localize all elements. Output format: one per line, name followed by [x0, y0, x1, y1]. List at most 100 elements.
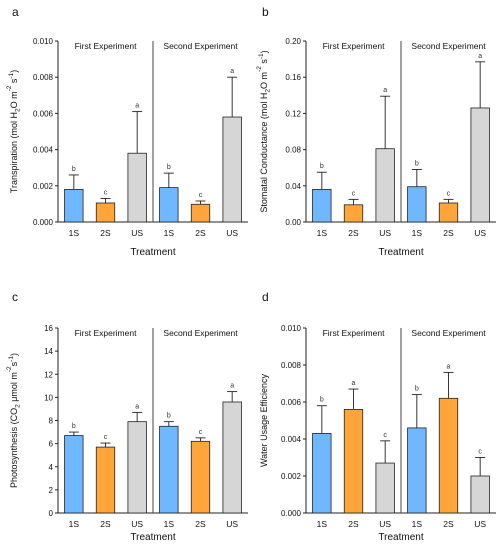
- bar-1s: [159, 425, 179, 514]
- y-axis-label-part: -1: [8, 72, 15, 78]
- y-tick-label: 0.16: [285, 73, 301, 82]
- category-label: 2S: [195, 519, 206, 529]
- bar-2s: [438, 397, 459, 514]
- bar-us: [222, 401, 242, 514]
- significance-letter: a: [230, 383, 234, 390]
- significance-letter: a: [135, 103, 139, 110]
- category-label: US: [474, 519, 486, 529]
- y-tick-label: 0.006: [281, 398, 302, 407]
- significance-letter: c: [199, 192, 203, 199]
- category-label: US: [474, 228, 486, 238]
- significance-letter: b: [415, 386, 419, 393]
- y-axis-label-part: s: [259, 59, 269, 67]
- significance-letter: b: [320, 163, 324, 170]
- category-label: 1S: [317, 228, 328, 238]
- bar-us: [375, 148, 395, 223]
- significance-letter: c: [104, 189, 108, 196]
- y-tick-label: 0.04: [285, 182, 301, 191]
- category-label: 1S: [164, 519, 175, 529]
- significance-letter: b: [167, 413, 171, 420]
- chart-panel-a: a 0.000 0.002 0.004 0.006 0.008 0.010 First Exp…: [6, 5, 248, 258]
- significance-letter: a: [447, 363, 451, 370]
- significance-letter: a: [478, 53, 482, 60]
- y-axis-label-part: -2: [6, 85, 13, 91]
- bar-us: [470, 475, 490, 514]
- bar-us: [470, 107, 490, 223]
- category-label: US: [379, 228, 391, 238]
- category-label: US: [226, 519, 238, 529]
- bar-2s: [190, 203, 211, 223]
- y-axis-label: Water Usage Efficiency: [259, 373, 269, 467]
- y-axis-label-part: 2: [15, 404, 22, 408]
- bar-1s: [312, 433, 332, 514]
- bar-us: [375, 462, 395, 514]
- y-tick-label: 10: [44, 393, 53, 402]
- y-axis-label: Stomatal Conductance (mol H2O m-2 s-1): [256, 50, 272, 212]
- bar-2s: [343, 408, 364, 514]
- experiment-label: First Experiment: [323, 328, 386, 338]
- bar-1s: [407, 427, 427, 514]
- experiment-label: First Experiment: [75, 328, 138, 338]
- bar-us: [222, 116, 242, 223]
- category-label: 1S: [412, 519, 423, 529]
- category-label: 2S: [100, 519, 111, 529]
- y-axis-label-part: Photosynthesis (CO: [9, 408, 19, 488]
- experiment-label: Second Experiment: [163, 328, 238, 338]
- significance-letter: b: [167, 164, 171, 171]
- bar-1s: [407, 186, 427, 223]
- y-tick-label: 0.20: [285, 37, 301, 46]
- significance-letter: a: [135, 403, 139, 410]
- y-tick-label: 0.008: [281, 361, 302, 370]
- category-label: 1S: [317, 519, 328, 529]
- y-axis-label: Transpiration (mol H2O m-2 s-1): [6, 70, 22, 193]
- category-label: 1S: [69, 519, 80, 529]
- significance-letter: c: [199, 429, 203, 436]
- significance-letter: a: [383, 87, 387, 94]
- significance-letter: a: [230, 68, 234, 75]
- panel-letter: c: [12, 290, 18, 304]
- y-axis-label-part: Water Usage Efficiency: [259, 373, 269, 467]
- panel-letter: a: [12, 5, 19, 19]
- bar-1s: [64, 189, 84, 223]
- x-axis-label: Treatment: [378, 532, 423, 543]
- y-axis-label-part: s: [9, 361, 19, 366]
- y-axis-label-part: O m: [259, 72, 269, 89]
- category-label: 2S: [443, 519, 454, 529]
- y-axis-label-part: s: [9, 78, 19, 86]
- y-tick-label: 14: [44, 347, 53, 356]
- x-axis-label: Treatment: [130, 247, 175, 258]
- bar-2s: [343, 204, 364, 223]
- y-tick-label: 0.010: [33, 37, 54, 46]
- significance-letter: b: [320, 397, 324, 404]
- bar-2s: [95, 202, 116, 223]
- significance-letter: c: [383, 432, 387, 439]
- y-tick-label: 0.004: [33, 146, 54, 155]
- category-label: 2S: [348, 519, 359, 529]
- y-axis-label-part: -1: [258, 53, 265, 59]
- category-label: 2S: [100, 228, 111, 238]
- y-tick-label: 0.010: [281, 324, 302, 333]
- y-axis-label-part: ): [259, 50, 269, 53]
- y-tick-label: 6: [49, 440, 54, 449]
- y-axis-label-part: ): [9, 353, 19, 356]
- y-axis-label-part: Transpiration (mol H: [9, 112, 19, 193]
- y-tick-label: 0: [49, 509, 54, 518]
- y-axis-label: Photosynthesis (CO2 μmol m-2s-1): [6, 353, 22, 488]
- chart-panel-b: b 0.00 0.04 0.08 0.12 0.16 0.20 First Experimen…: [256, 5, 496, 258]
- experiment-label: First Experiment: [323, 41, 386, 51]
- y-tick-label: 0.006: [33, 109, 54, 118]
- y-axis-label-part: -2: [256, 66, 263, 72]
- category-label: US: [131, 228, 143, 238]
- y-axis-label-part: 2: [265, 89, 272, 93]
- significance-letter: c: [104, 434, 108, 441]
- chart-panel-c: c 0 2 4 6 8 10 12 14 16 First Experiment b 1S c 2S a US S…: [6, 290, 248, 543]
- panel-letter: b: [262, 5, 269, 19]
- y-tick-label: 8: [49, 417, 54, 426]
- y-tick-label: 0.000: [33, 218, 54, 227]
- category-label: 2S: [348, 228, 359, 238]
- category-label: US: [226, 228, 238, 238]
- y-tick-label: 0.08: [285, 146, 301, 155]
- y-axis-label-part: -1: [8, 356, 15, 362]
- y-axis-label-part: -2: [6, 366, 13, 372]
